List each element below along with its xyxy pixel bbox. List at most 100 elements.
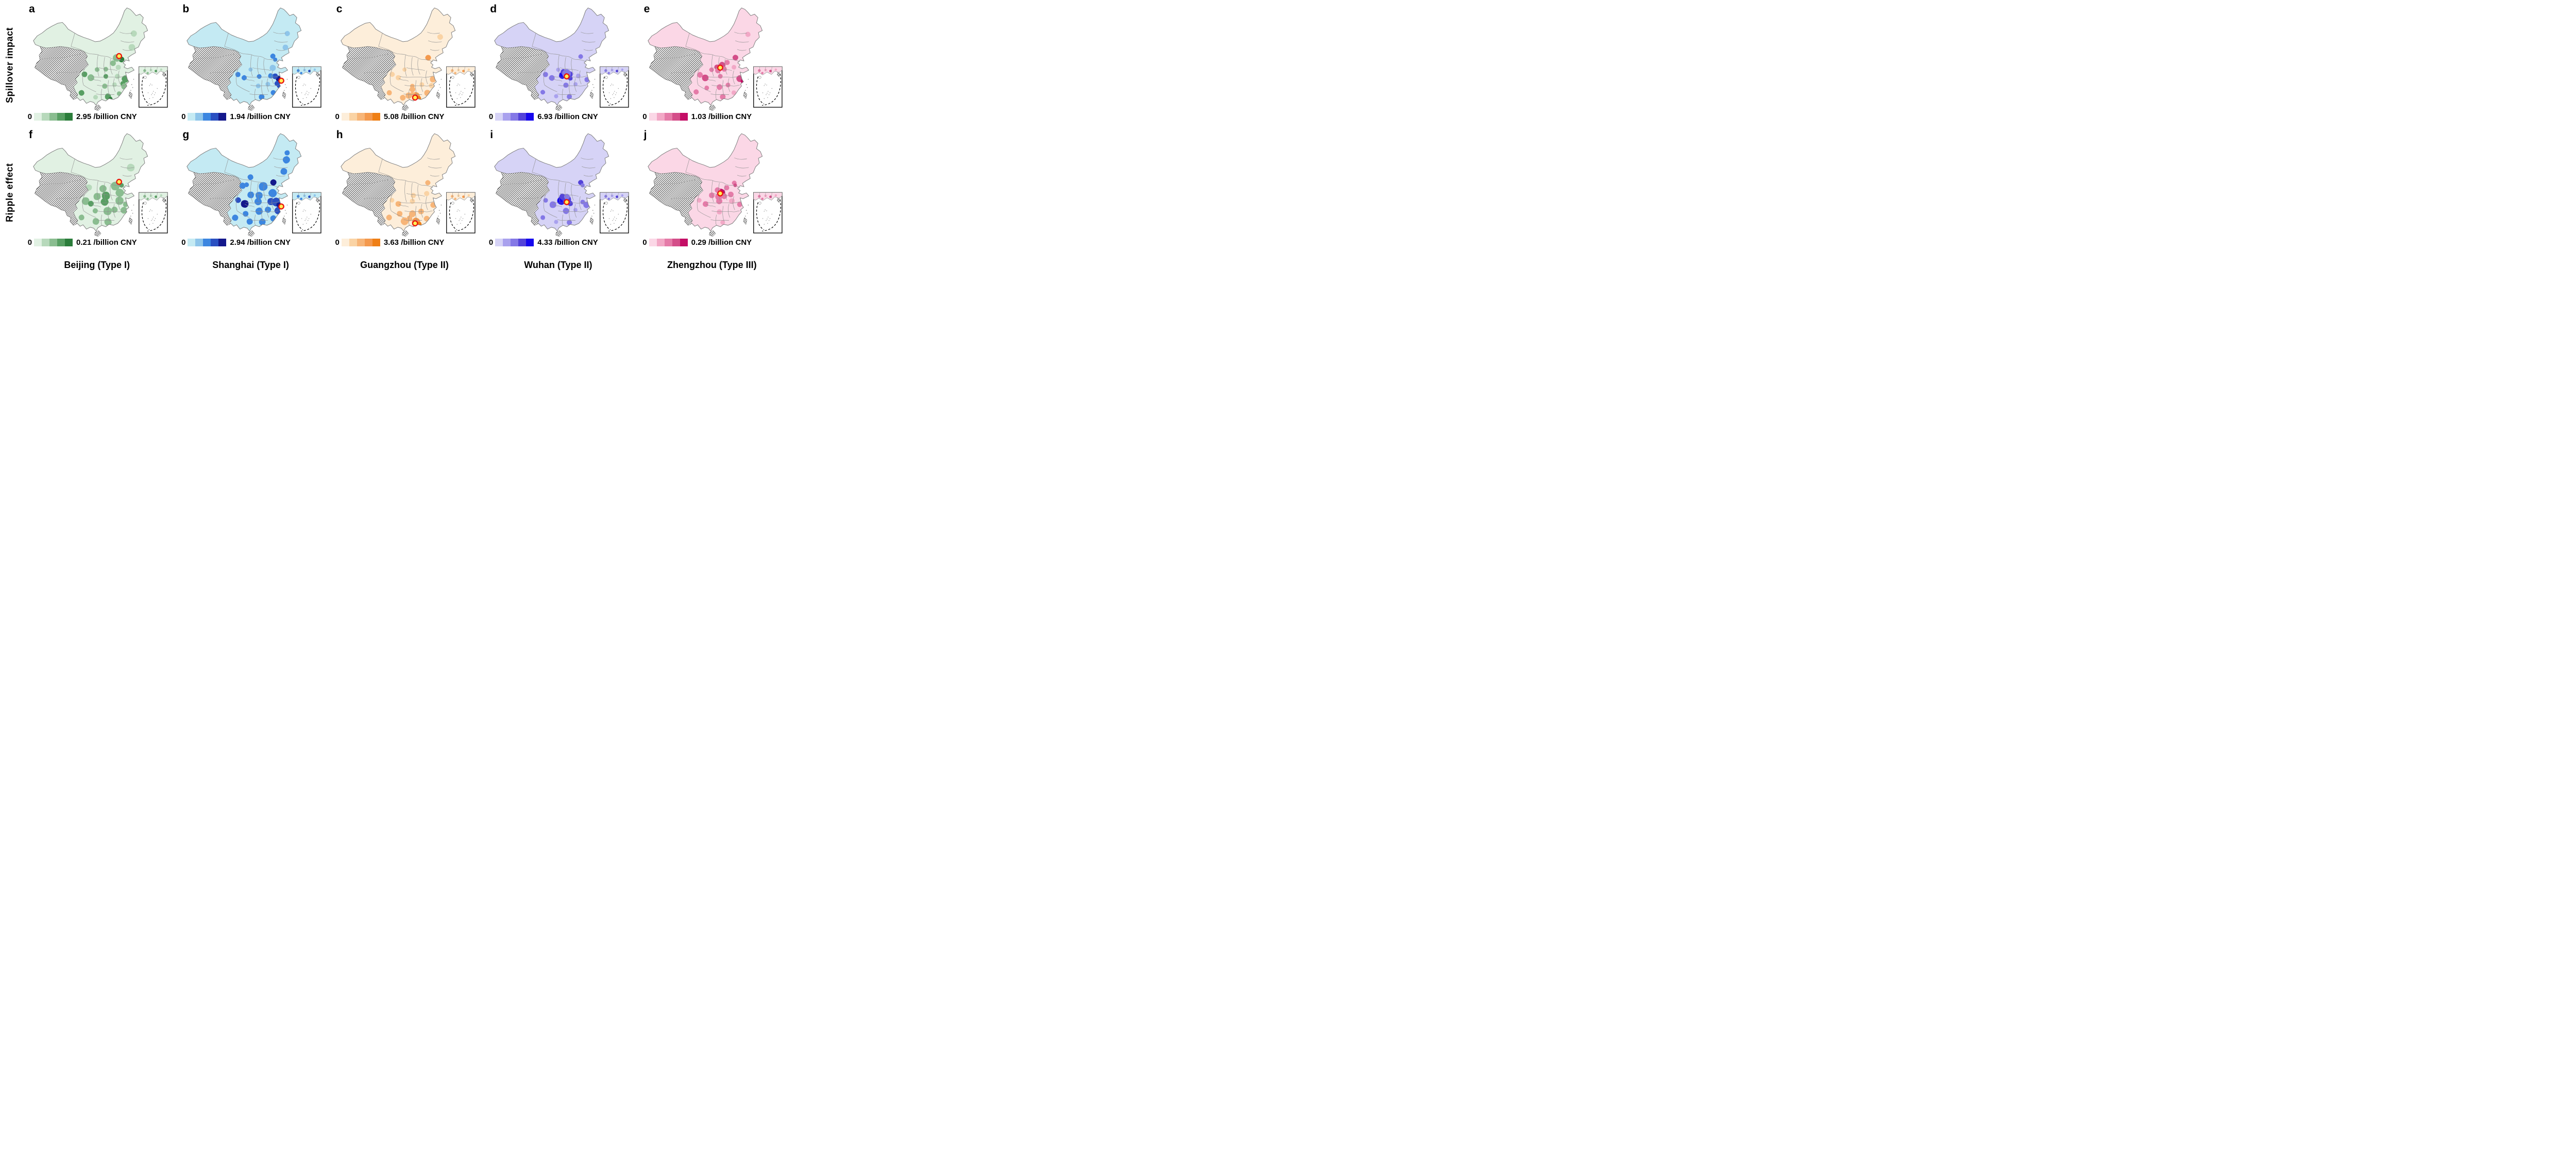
panel-letter: b (182, 3, 190, 15)
legend-swatches (649, 238, 688, 246)
panel-letter: e (643, 3, 650, 15)
panel-j: j 0 0.29 /billion CNY (637, 128, 787, 258)
legend-min-label: 0 (642, 238, 647, 247)
color-legend: 0 5.08 /billion CNY (329, 111, 480, 122)
legend-swatch (680, 238, 688, 246)
color-legend: 0 2.94 /billion CNY (175, 237, 326, 248)
legend-swatch (526, 112, 534, 121)
color-legend: 0 0.21 /billion CNY (22, 237, 172, 248)
legend-min-label: 0 (335, 238, 340, 247)
legend-swatch (203, 238, 211, 246)
legend-swatch (372, 238, 380, 246)
panel-i: i 0 4.33 /billion CNY (483, 128, 633, 258)
legend-swatch (526, 238, 534, 246)
legend-min-label: 0 (642, 112, 647, 121)
legend-swatch (649, 112, 657, 121)
legend-max-label: 2.94 /billion CNY (230, 238, 291, 247)
legend-swatch (372, 112, 380, 121)
panel-letter: c (336, 3, 343, 15)
legend-swatch (49, 238, 58, 246)
legend-swatches (649, 112, 688, 121)
china-map-wuhan-spillover (494, 7, 629, 111)
column-title-beijing: Beijing (Type I) (64, 260, 130, 270)
legend-swatch (511, 238, 519, 246)
legend-max-label: 3.63 /billion CNY (383, 238, 445, 247)
color-legend: 0 3.63 /billion CNY (329, 237, 480, 248)
legend-swatches (341, 238, 380, 246)
figure-map-grid: Spillover impact Ripple effect a 0 2.95 … (0, 0, 791, 275)
legend-swatch (211, 112, 219, 121)
panel-letter: a (29, 3, 35, 15)
legend-max-label: 0.29 /billion CNY (691, 238, 752, 247)
panel-a: a 0 2.95 /billion CNY (22, 2, 172, 128)
legend-swatches (188, 238, 227, 246)
column-title-shanghai: Shanghai (Type I) (212, 260, 289, 270)
legend-swatch (656, 238, 665, 246)
legend-min-label: 0 (181, 112, 186, 121)
legend-max-label: 6.93 /billion CNY (537, 112, 598, 121)
legend-swatch (518, 112, 527, 121)
china-map-shanghai-spillover (187, 7, 321, 111)
legend-max-label: 1.94 /billion CNY (230, 112, 291, 121)
china-map-zhengzhou-spillover (648, 7, 783, 111)
legend-swatch (341, 112, 349, 121)
legend-swatch (503, 112, 511, 121)
panel-e: e 0 1.03 /billion CNY (637, 2, 787, 128)
legend-swatches (188, 112, 227, 121)
legend-swatch (672, 112, 680, 121)
legend-max-label: 4.33 /billion CNY (537, 238, 598, 247)
legend-swatches (34, 112, 73, 121)
legend-swatches (341, 112, 380, 121)
legend-swatch (42, 238, 50, 246)
column-title-guangzhou: Guangzhou (Type II) (360, 260, 449, 270)
legend-swatch (211, 238, 219, 246)
panel-b: b 0 1.94 /billion CNY (175, 2, 326, 128)
china-map-shanghai-ripple (187, 133, 321, 237)
legend-swatch (364, 112, 372, 121)
legend-swatch (195, 238, 204, 246)
legend-min-label: 0 (181, 238, 186, 247)
legend-swatch (57, 112, 65, 121)
china-map-guangzhou-spillover (340, 7, 476, 111)
legend-swatch (349, 238, 357, 246)
legend-swatch (341, 238, 349, 246)
legend-min-label: 0 (488, 112, 494, 121)
legend-swatch (34, 112, 42, 121)
legend-max-label: 5.08 /billion CNY (383, 112, 445, 121)
panel-f: f 0 0.21 /billion CNY (22, 128, 172, 258)
legend-swatch (349, 112, 357, 121)
legend-swatch (656, 112, 665, 121)
legend-swatch (503, 238, 511, 246)
legend-swatch (680, 112, 688, 121)
panel-d: d 0 6.93 /billion CNY (483, 2, 633, 128)
china-map-guangzhou-ripple (340, 133, 476, 237)
legend-swatch (65, 238, 73, 246)
color-legend: 0 1.03 /billion CNY (637, 111, 787, 122)
legend-swatch (364, 238, 372, 246)
legend-swatch (664, 238, 672, 246)
legend-swatch (188, 238, 196, 246)
color-legend: 0 0.29 /billion CNY (637, 237, 787, 248)
legend-min-label: 0 (27, 112, 32, 121)
row-label-ripple-effect: Ripple effect (4, 163, 15, 223)
panel-letter: j (643, 129, 647, 141)
china-map-wuhan-ripple (494, 133, 629, 237)
color-legend: 0 4.33 /billion CNY (483, 237, 633, 248)
legend-swatches (495, 112, 534, 121)
color-legend: 0 6.93 /billion CNY (483, 111, 633, 122)
legend-swatch (203, 112, 211, 121)
legend-swatch (195, 112, 204, 121)
legend-swatch (357, 238, 365, 246)
legend-swatch (518, 238, 527, 246)
panel-letter: f (29, 129, 32, 141)
panel-c: c 0 5.08 /billion CNY (329, 2, 480, 128)
legend-swatch (57, 238, 65, 246)
legend-swatch (65, 112, 73, 121)
panel-g: g 0 2.94 /billion CNY (175, 128, 326, 258)
legend-swatch (672, 238, 680, 246)
color-legend: 0 1.94 /billion CNY (175, 111, 326, 122)
legend-swatch (42, 112, 50, 121)
row-label-spillover-impact: Spillover impact (4, 27, 15, 103)
legend-swatch (511, 112, 519, 121)
legend-swatch (49, 112, 58, 121)
